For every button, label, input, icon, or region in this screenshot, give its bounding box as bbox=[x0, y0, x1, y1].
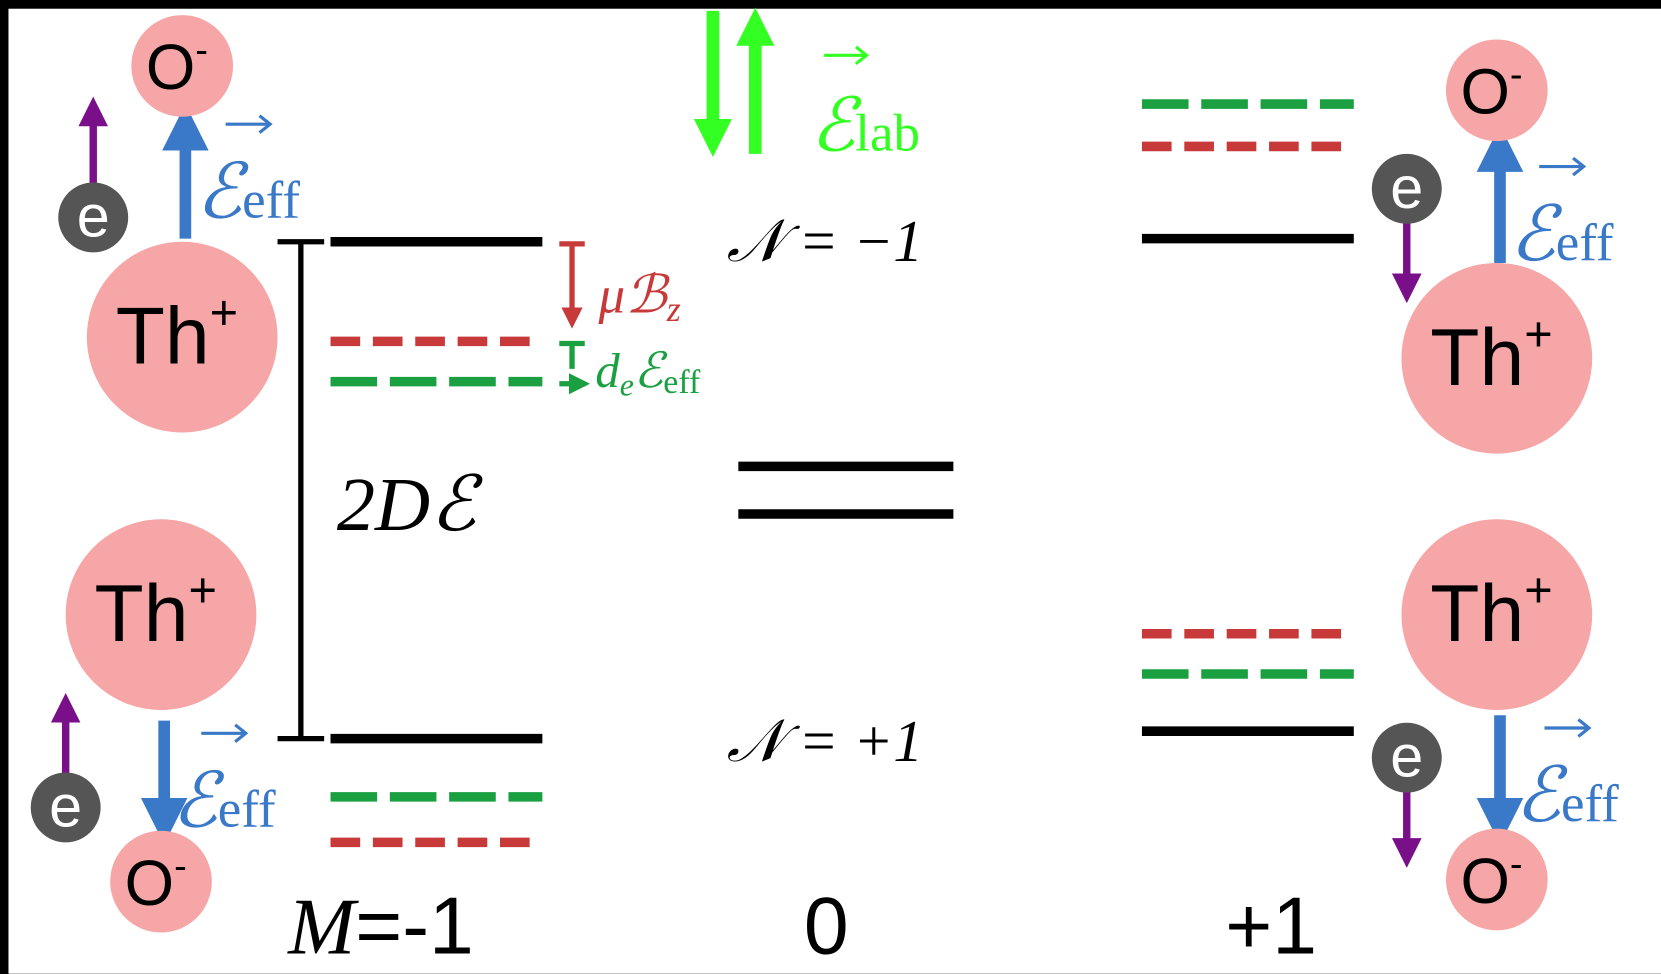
cation-charge: + bbox=[188, 564, 216, 618]
upper-level-label: 𝒩 = −1 bbox=[727, 208, 923, 274]
cation-symbol: Th bbox=[1430, 569, 1524, 659]
field-symbol: ℰ bbox=[196, 150, 249, 234]
field-symbol: ℰ bbox=[172, 760, 225, 844]
electron-label: e bbox=[1390, 723, 1423, 790]
m-label-middle: 0 bbox=[804, 882, 849, 972]
electron-label: e bbox=[77, 182, 110, 249]
diagram: ℰlab μℬz deℰeff 2Dℰ 𝒩 = −1 𝒩 = +1 M=-1 0… bbox=[0, 0, 1661, 974]
anion-symbol: O bbox=[125, 848, 174, 919]
electron-label: e bbox=[1390, 154, 1423, 221]
page: {"molecule": {"anion": "O", "anion_charg… bbox=[0, 0, 1661, 974]
anion-charge: - bbox=[1510, 842, 1523, 885]
cation-symbol: Th bbox=[95, 569, 189, 659]
anion-charge: - bbox=[1510, 53, 1523, 96]
field-subscript: eff bbox=[1561, 775, 1619, 833]
lower-level-label: 𝒩 = +1 bbox=[727, 708, 923, 774]
anion-charge: - bbox=[195, 29, 208, 72]
cation-symbol: Th bbox=[116, 292, 210, 382]
m-label-left: M=-1 bbox=[287, 882, 474, 972]
anion-symbol: O bbox=[1460, 846, 1509, 917]
field-subscript: eff bbox=[1556, 214, 1614, 272]
field-symbol: ℰ bbox=[1515, 754, 1568, 838]
anion-charge: - bbox=[174, 844, 187, 887]
anion-symbol: O bbox=[1460, 57, 1509, 128]
cation-charge: + bbox=[210, 287, 238, 341]
stark-label: 2Dℰ bbox=[337, 463, 483, 547]
field-symbol: ℰ bbox=[1510, 193, 1563, 277]
m-label-right: +1 bbox=[1225, 882, 1317, 972]
cation-symbol: Th bbox=[1430, 313, 1524, 403]
anion-symbol: O bbox=[146, 32, 195, 103]
cation-charge: + bbox=[1524, 308, 1552, 362]
cation-charge: + bbox=[1524, 564, 1552, 618]
field-subscript: eff bbox=[242, 171, 300, 229]
field-subscript: eff bbox=[218, 781, 276, 839]
electron-label: e bbox=[49, 773, 82, 840]
